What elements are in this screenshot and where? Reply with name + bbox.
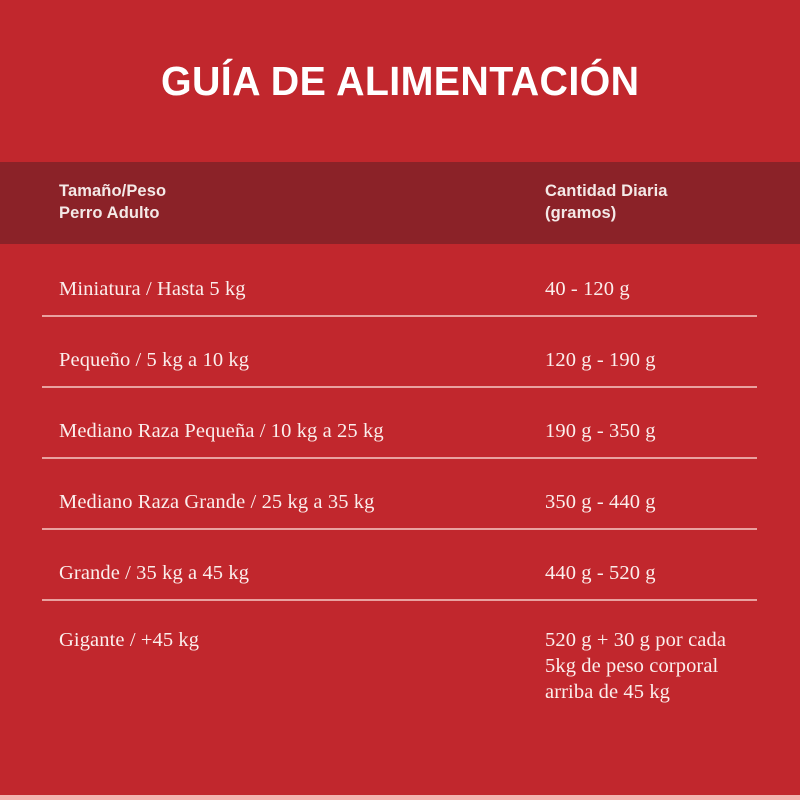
cell-amount-line: 190 g - 350 g: [545, 420, 656, 442]
cell-amount: 120 g - 190 g: [545, 347, 656, 373]
cell-size: Mediano Raza Grande / 25 kg a 35 kg: [59, 491, 375, 513]
cell-size: Grande / 35 kg a 45 kg: [59, 562, 250, 584]
cell-amount-line: arriba de 45 kg: [545, 681, 671, 703]
row-divider: [42, 599, 757, 601]
cell-amount-line: 350 g - 440 g: [545, 491, 656, 513]
cell-amount-line: 520 g + 30 g por cada: [545, 629, 727, 651]
column-header-size-line2: Perro Adulto: [59, 204, 160, 222]
row-divider: [42, 457, 757, 459]
page-title: GUÍA DE ALIMENTACIÓN: [160, 57, 640, 104]
column-header-size-line1: Tamaño/Peso: [59, 182, 167, 200]
row-divider: [42, 528, 757, 530]
table-header-band: Tamaño/Peso Perro Adulto Cantidad Diaria…: [0, 162, 800, 244]
row-divider: [42, 386, 757, 388]
cell-amount-line: 5kg de peso corporal: [545, 655, 719, 677]
bottom-accent-strip: [0, 795, 800, 800]
column-header-amount-line1: Cantidad Diaria: [545, 182, 668, 200]
table-row: Grande / 35 kg a 45 kg 440 g - 520 g: [0, 528, 800, 599]
cell-amount: 440 g - 520 g: [545, 560, 656, 586]
cell-amount: 40 - 120 g: [545, 276, 630, 302]
cell-size: Pequeño / 5 kg a 10 kg: [59, 349, 250, 371]
table-row: Miniatura / Hasta 5 kg 40 - 120 g: [0, 244, 800, 315]
cell-amount: 190 g - 350 g: [545, 418, 656, 444]
cell-size: Gigante / +45 kg: [59, 629, 200, 651]
column-header-amount: Cantidad Diaria (gramos): [545, 180, 668, 224]
table-header-row: Tamaño/Peso Perro Adulto Cantidad Diaria…: [0, 162, 800, 244]
column-header-size: Tamaño/Peso Perro Adulto: [59, 180, 166, 224]
row-divider: [42, 315, 757, 317]
cell-amount: 520 g + 30 g por cada 5kg de peso corpor…: [545, 627, 775, 705]
cell-size: Mediano Raza Pequeña / 10 kg a 25 kg: [59, 420, 384, 442]
cell-amount-line: 120 g - 190 g: [545, 349, 656, 371]
title-area: GUÍA DE ALIMENTACIÓN: [0, 0, 800, 162]
cell-size: Miniatura / Hasta 5 kg: [59, 278, 246, 300]
cell-amount: 350 g - 440 g: [545, 489, 656, 515]
column-header-amount-line2: (gramos): [545, 204, 617, 222]
table-row: Mediano Raza Pequeña / 10 kg a 25 kg 190…: [0, 386, 800, 457]
table-row: Gigante / +45 kg 520 g + 30 g por cada 5…: [0, 599, 800, 709]
table-row: Pequeño / 5 kg a 10 kg 120 g - 190 g: [0, 315, 800, 386]
table-row: Mediano Raza Grande / 25 kg a 35 kg 350 …: [0, 457, 800, 528]
cell-amount-line: 40 - 120 g: [545, 278, 630, 300]
cell-amount-line: 440 g - 520 g: [545, 562, 656, 584]
feeding-table-body: Miniatura / Hasta 5 kg 40 - 120 g Pequeñ…: [0, 244, 800, 709]
